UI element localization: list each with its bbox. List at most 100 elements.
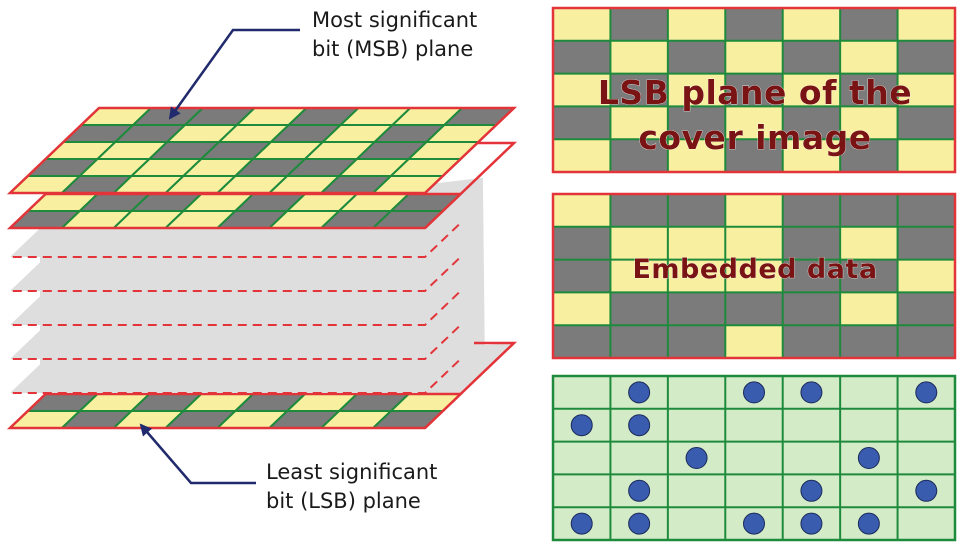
grid-cell xyxy=(610,441,668,475)
changed-bit-dot xyxy=(570,512,593,535)
grid-cell xyxy=(840,139,898,172)
grid-cell xyxy=(553,40,611,74)
grid-cell xyxy=(610,73,668,107)
grid-cell xyxy=(667,106,726,140)
grid-cell xyxy=(725,441,783,475)
changed-bit-dot xyxy=(628,479,651,502)
grid-cell xyxy=(840,474,898,508)
grid-cell xyxy=(897,408,955,442)
grid-cell xyxy=(553,226,611,260)
plane-fill xyxy=(10,360,459,393)
grid-cell xyxy=(667,325,726,358)
grid-cell xyxy=(840,259,898,293)
grid-cell xyxy=(897,106,955,140)
grid-cell xyxy=(610,139,668,172)
grid-cell xyxy=(725,194,783,227)
grid-cell xyxy=(610,106,668,140)
grid-cell xyxy=(840,376,898,409)
changed-bit-dot xyxy=(915,479,938,502)
grid-cell xyxy=(610,194,668,227)
grid-cell xyxy=(553,441,611,475)
changed-bit-dot xyxy=(800,381,823,404)
diff-grid xyxy=(551,374,957,542)
grid-cell xyxy=(667,259,726,293)
plane-fill xyxy=(10,258,459,291)
plane-dashed-edge xyxy=(10,257,460,292)
grid-border xyxy=(551,6,957,174)
embedded-grid xyxy=(551,192,957,360)
grid-cell xyxy=(897,507,955,540)
grid-cell xyxy=(610,292,668,326)
grid-cell xyxy=(725,139,783,172)
callout-arrows xyxy=(139,28,300,485)
grid-cell xyxy=(553,106,611,140)
grid-cell xyxy=(553,376,611,409)
changed-bit-dot xyxy=(628,414,651,437)
grid-cell xyxy=(782,325,841,358)
intermediate-plane-5 xyxy=(10,223,460,258)
grid-cell xyxy=(725,106,783,140)
grid-cell xyxy=(840,226,898,260)
grid-cell xyxy=(725,8,783,41)
grid-cell xyxy=(840,8,898,41)
grid-cell xyxy=(610,226,668,260)
cover-lsb-grid xyxy=(551,6,957,174)
changed-bit-dot xyxy=(628,512,651,535)
grid-cell xyxy=(725,292,783,326)
grid-cell xyxy=(840,73,898,107)
changed-bit-dot xyxy=(800,479,823,502)
grid-cell xyxy=(782,40,841,74)
bit-plane-stack xyxy=(6,106,518,430)
grid-cell xyxy=(553,8,611,41)
changed-bit-dot xyxy=(628,381,651,404)
grid-cell xyxy=(610,259,668,293)
grid-cell xyxy=(553,194,611,227)
grid-cell xyxy=(725,226,783,260)
grid-cell xyxy=(667,73,726,107)
grid-cell xyxy=(782,73,841,107)
intermediate-plane-2 xyxy=(10,325,460,360)
second-plane xyxy=(6,192,464,230)
grid-cell xyxy=(667,292,726,326)
grid-cell xyxy=(553,474,611,508)
plane-outline xyxy=(6,392,464,430)
grid-cell xyxy=(897,325,955,358)
plane-fill xyxy=(10,326,459,359)
grid-cell xyxy=(667,194,726,227)
grid-border xyxy=(551,374,957,542)
plane-dashed-edge xyxy=(10,223,460,258)
grid-cell xyxy=(725,325,783,358)
plane-dashed-edge xyxy=(10,325,460,360)
grid-cell xyxy=(553,325,611,358)
grid-cell xyxy=(840,106,898,140)
lsb-plane xyxy=(6,392,464,430)
grid-cell xyxy=(782,441,841,475)
changed-bit-dot xyxy=(743,512,765,535)
grid-cell xyxy=(667,408,726,442)
grid-cell xyxy=(667,226,726,260)
grid-cell xyxy=(840,194,898,227)
changed-bit-dot xyxy=(743,381,765,404)
grid-cell xyxy=(782,106,841,140)
grid-cell xyxy=(725,40,783,74)
grid-cell xyxy=(667,40,726,74)
grid-cell xyxy=(897,226,955,260)
grid-cell xyxy=(897,139,955,172)
grid-cell xyxy=(610,325,668,358)
grid-cell xyxy=(553,259,611,293)
grid-cell xyxy=(667,507,726,540)
changed-bit-dot xyxy=(857,447,880,469)
grid-cell xyxy=(897,8,955,41)
grid-cell xyxy=(610,8,668,41)
changed-bit-dot xyxy=(800,512,823,535)
grid-cell xyxy=(897,259,955,293)
intermediate-plane-4 xyxy=(10,257,460,292)
grid-cell xyxy=(897,194,955,227)
grid-cell xyxy=(840,325,898,358)
grid-cell xyxy=(782,194,841,227)
intermediate-plane-3 xyxy=(10,291,460,326)
grid-cell xyxy=(553,73,611,107)
grid-cell xyxy=(840,40,898,74)
grid-cell xyxy=(897,441,955,475)
